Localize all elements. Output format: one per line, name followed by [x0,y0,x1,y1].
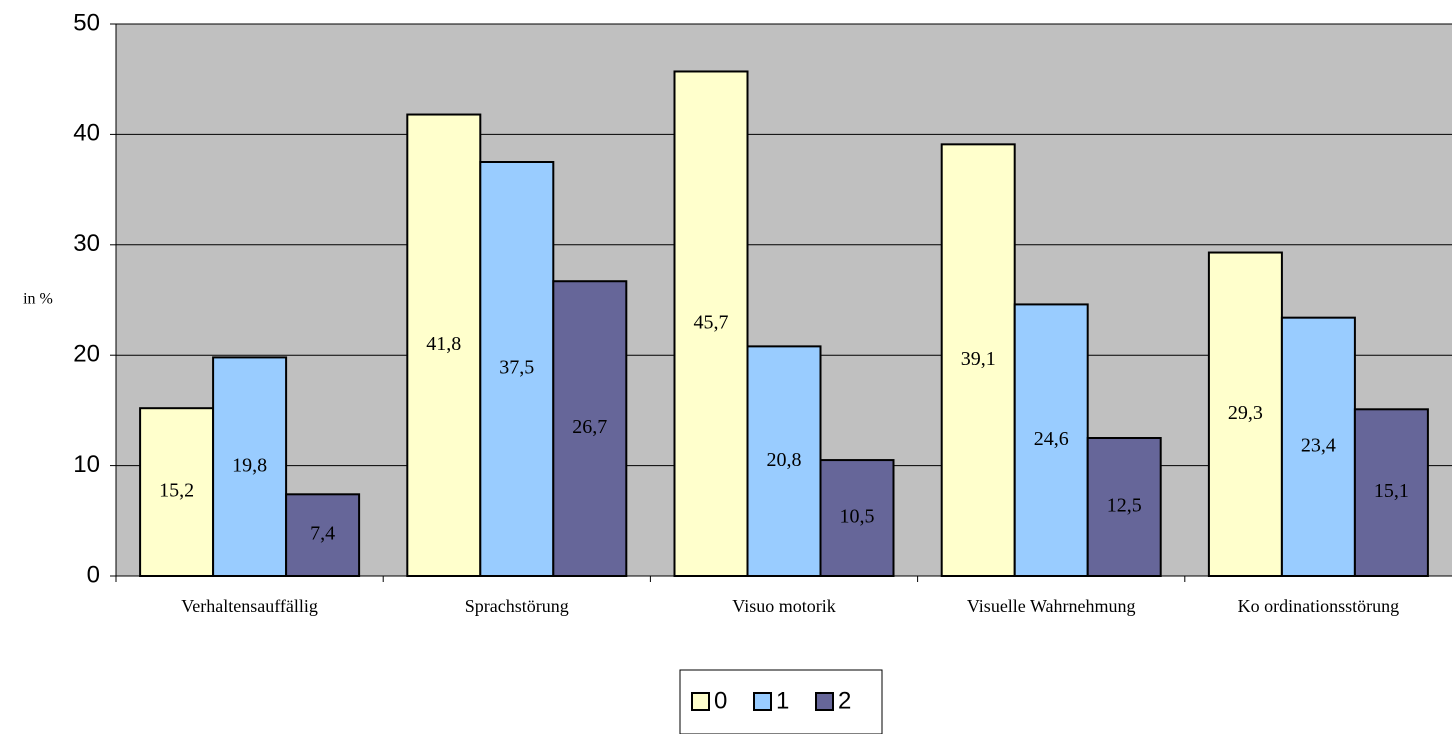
x-tick-label: Visuo motorik [732,596,835,616]
legend-swatch [815,692,834,711]
y-tick-label: 0 [87,561,100,588]
y-tick-label: 20 [73,341,100,368]
legend-label: 2 [838,687,851,714]
data-label: 15,1 [1374,480,1409,502]
legend-swatch [753,692,772,711]
y-tick-label: 30 [73,230,100,257]
data-label: 29,3 [1228,402,1263,424]
x-tick-label: Ko ordinationsstörung [1238,596,1400,616]
bar [1207,251,1283,577]
bar [1086,437,1162,577]
y-axis-label: in % [23,291,53,308]
x-tick-label: Visuelle Wahrnehmung [967,596,1136,616]
y-tick-label: 40 [73,120,100,147]
bar [1353,408,1429,577]
y-tick-label: 10 [73,451,100,478]
bar [746,345,822,578]
data-label: 19,8 [232,454,267,476]
legend-box [679,669,883,734]
bar [673,70,749,578]
data-label: 12,5 [1107,495,1142,517]
data-label: 20,8 [767,449,802,471]
x-tick-label: Sprachstörung [465,596,569,616]
data-label: 37,5 [499,357,534,379]
data-label: 15,2 [159,480,194,502]
data-label: 7,4 [310,523,335,545]
bar [1280,316,1356,577]
bar [552,280,628,577]
legend-label: 0 [714,687,727,714]
legend-swatch [691,692,710,711]
bar [1013,303,1089,577]
x-tick-label: Verhaltensauffällig [181,596,318,616]
data-label: 10,5 [840,506,875,528]
legend-label: 1 [776,687,789,714]
data-label: 45,7 [694,311,729,333]
data-label: 26,7 [572,416,607,438]
data-label: 41,8 [426,333,461,355]
bar [940,143,1016,577]
data-label: 39,1 [961,348,996,370]
data-label: 24,6 [1034,428,1069,450]
data-label: 23,4 [1301,434,1336,456]
y-tick-label: 50 [73,9,100,36]
bar [819,459,895,577]
